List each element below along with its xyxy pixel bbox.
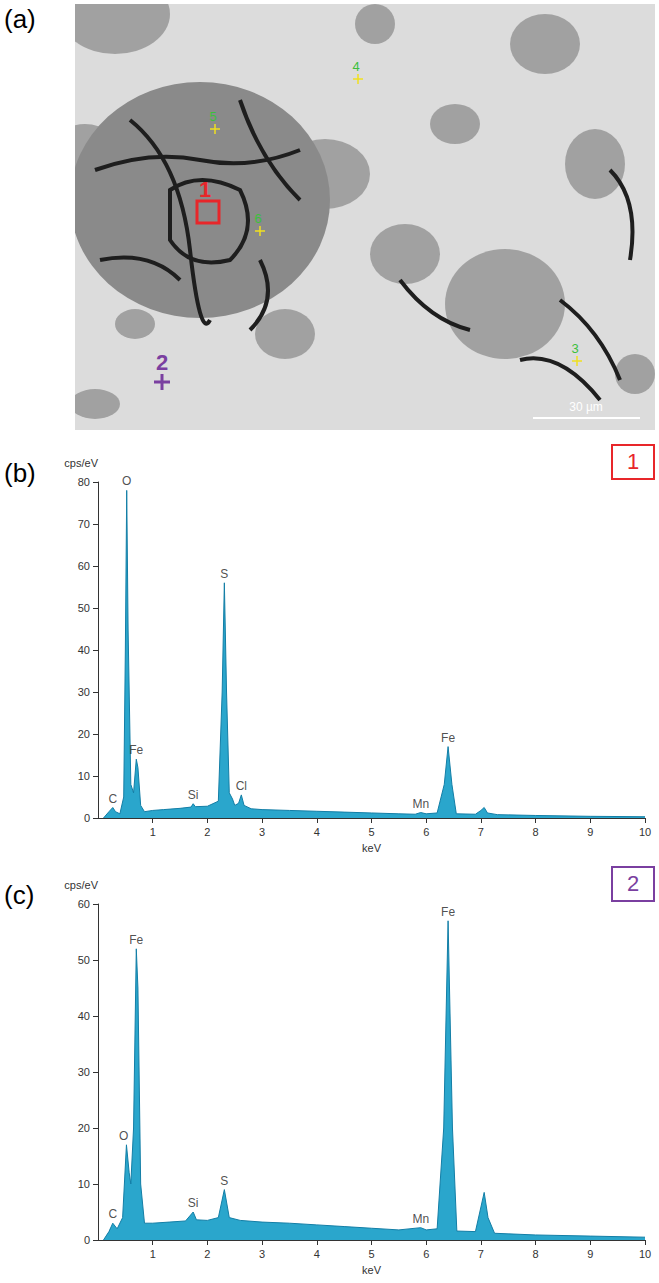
svg-text:3: 3 [571,341,578,356]
svg-text:Fe: Fe [441,731,455,745]
html-text:2: 2 [626,871,640,896]
svg-text:40: 40 [78,1010,90,1022]
svg-text:cps/eV: cps/eV [64,457,98,469]
svg-text:Cl: Cl [236,779,247,793]
svg-text:2: 2 [156,350,168,375]
svg-text:2: 2 [204,1248,210,1260]
svg-text:1: 1 [150,826,156,838]
svg-text:Mn: Mn [412,1212,429,1226]
html-text:(a): (a) [4,4,36,34]
svg-text:Si: Si [188,788,199,802]
svg-text:Si: Si [188,1196,199,1210]
svg-text:Mn: Mn [412,797,429,811]
svg-text:O: O [122,474,131,488]
svg-text:Fe: Fe [129,933,143,947]
svg-text:keV: keV [362,842,382,854]
svg-text:10: 10 [639,1248,651,1260]
svg-text:6: 6 [423,826,429,838]
svg-text:5: 5 [209,109,216,124]
svg-text:9: 9 [587,1248,593,1260]
svg-text:50: 50 [78,602,90,614]
svg-text:30: 30 [78,1066,90,1078]
svg-text:Fe: Fe [129,743,143,757]
svg-text:5: 5 [368,1248,374,1260]
svg-text:1: 1 [199,177,211,202]
svg-text:4: 4 [314,826,320,838]
svg-text:20: 20 [78,728,90,740]
svg-text:50: 50 [78,954,90,966]
svg-text:9: 9 [587,826,593,838]
svg-text:10: 10 [639,826,651,838]
svg-text:7: 7 [478,826,484,838]
svg-text:1: 1 [150,1248,156,1260]
svg-text:6: 6 [423,1248,429,1260]
svg-text:3: 3 [259,826,265,838]
svg-text:20: 20 [78,1122,90,1134]
svg-text:3: 3 [259,1248,265,1260]
svg-text:5: 5 [368,826,374,838]
svg-text:S: S [220,567,228,581]
html-text:(b): (b) [4,458,36,488]
svg-text:0: 0 [84,812,90,824]
html-text:1: 1 [626,449,640,474]
svg-text:10: 10 [78,1178,90,1190]
svg-text:60: 60 [78,560,90,572]
svg-text:keV: keV [362,1264,382,1276]
svg-text:80: 80 [78,476,90,488]
svg-text:S: S [220,1174,228,1188]
svg-text:0: 0 [84,1234,90,1246]
svg-text:O: O [119,1129,128,1143]
svg-text:70: 70 [78,518,90,530]
svg-text:4: 4 [314,1248,320,1260]
svg-text:30: 30 [78,686,90,698]
svg-text:7: 7 [478,1248,484,1260]
svg-text:Fe: Fe [441,905,455,919]
svg-text:2: 2 [204,826,210,838]
svg-text:60: 60 [78,898,90,910]
svg-text:40: 40 [78,644,90,656]
svg-text:4: 4 [352,59,359,74]
html-text:(c): (c) [4,880,35,910]
svg-text:30 µm: 30 µm [569,400,603,414]
svg-text:C: C [108,1207,117,1221]
svg-text:8: 8 [533,1248,539,1260]
svg-text:cps/eV: cps/eV [64,879,98,891]
svg-text:10: 10 [78,770,90,782]
svg-text:6: 6 [254,211,261,226]
svg-text:8: 8 [533,826,539,838]
svg-text:C: C [108,792,117,806]
